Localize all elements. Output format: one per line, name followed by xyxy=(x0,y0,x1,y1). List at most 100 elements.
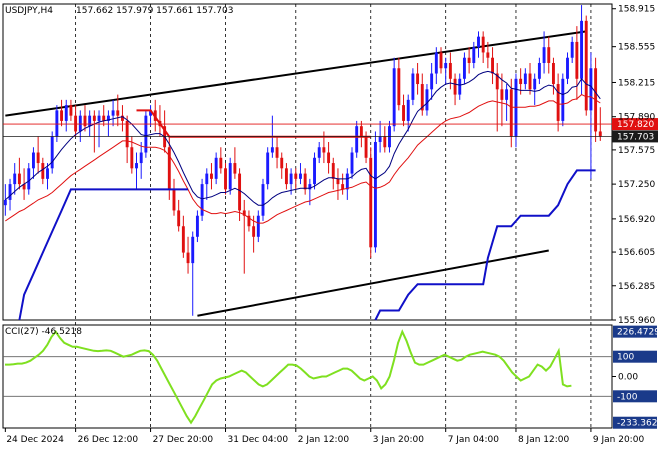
candle-body xyxy=(266,152,270,185)
price-tick-label: 157.250 xyxy=(618,180,655,190)
candle-body xyxy=(195,215,199,237)
candle-body xyxy=(509,89,513,137)
candle-body xyxy=(341,184,345,190)
candle-body xyxy=(242,210,246,216)
price-tick-label: 156.605 xyxy=(618,248,655,258)
candle-body xyxy=(299,173,302,179)
cci-tick-label: 100 xyxy=(617,353,634,363)
candle-body xyxy=(191,236,195,264)
main-frame xyxy=(2,3,613,321)
candle-body xyxy=(31,152,35,169)
candle-body xyxy=(505,89,509,100)
candle-body xyxy=(149,110,153,116)
candle-body xyxy=(350,152,354,174)
time-tick-label: 24 Dec 2024 xyxy=(6,435,64,445)
candle-body xyxy=(402,105,405,121)
candle-body xyxy=(177,210,181,227)
candle-body xyxy=(200,184,204,216)
cci-panel: 226.4729 100 0.00 -100 -233.3626 xyxy=(2,324,660,429)
cci-tick-box xyxy=(613,416,657,429)
candle-body xyxy=(41,163,45,179)
cci-line xyxy=(5,329,572,425)
candle-body xyxy=(106,115,110,121)
candle-body xyxy=(280,157,284,169)
candle-body xyxy=(472,47,476,63)
candle-body xyxy=(322,147,326,153)
candle-body xyxy=(121,115,124,121)
candle-body xyxy=(327,152,331,164)
candle-body xyxy=(533,78,537,90)
candle-body xyxy=(111,110,115,116)
candle-body xyxy=(167,147,171,190)
candle-body xyxy=(584,20,588,111)
candle-body xyxy=(55,110,59,137)
price-tag-box xyxy=(612,118,658,131)
candle-body xyxy=(74,115,78,132)
candle-body xyxy=(252,226,256,237)
blue-step-line xyxy=(18,188,188,321)
candle-body xyxy=(139,152,143,164)
candle-body xyxy=(303,173,307,190)
candle-body xyxy=(448,62,452,79)
time-tick-label: 27 Dec 20:00 xyxy=(153,435,214,445)
candle-body xyxy=(444,62,448,69)
candle-body xyxy=(523,73,527,85)
price-tag-box xyxy=(612,130,658,143)
trendline xyxy=(197,249,549,317)
cci-tick-box xyxy=(613,350,657,363)
candle-body xyxy=(69,105,73,116)
cci-tick-label: 226.4729 xyxy=(617,328,660,338)
candle-body xyxy=(369,157,373,248)
candle-body xyxy=(88,115,92,127)
candle-body xyxy=(383,136,387,148)
candle-body xyxy=(411,73,415,100)
candle-body xyxy=(261,184,265,216)
candle-body xyxy=(50,136,54,169)
candle-body xyxy=(102,115,106,121)
cci-tick-box xyxy=(613,325,657,338)
candle-body xyxy=(364,136,368,158)
candle-body xyxy=(580,20,584,79)
candle-body xyxy=(13,173,17,185)
candle-body xyxy=(537,62,541,79)
candle-body xyxy=(172,189,176,211)
price-tag-label: 157.703 xyxy=(617,132,654,142)
candle-body xyxy=(130,147,134,169)
candle-body xyxy=(453,78,457,95)
price-tick-label: 158.915 xyxy=(618,5,655,15)
ma-fast-line xyxy=(4,70,601,206)
candle-body xyxy=(528,73,532,90)
candle-body xyxy=(83,115,87,127)
candle-body xyxy=(97,115,101,121)
candle-body xyxy=(144,115,148,153)
time-tick-label: 3 Jan 20:00 xyxy=(373,435,425,445)
price-tick-label: 157.575 xyxy=(618,146,655,156)
main-plot-frame xyxy=(2,3,613,321)
candle-body xyxy=(566,57,569,79)
candle-body xyxy=(228,163,232,190)
candle-body xyxy=(224,168,227,190)
price-tick-label: 155.960 xyxy=(618,316,655,326)
candle-body xyxy=(238,173,242,211)
cci-tick-label: 0.00 xyxy=(618,373,638,383)
candles xyxy=(3,5,602,316)
time-tick-label: 9 Jan 20:00 xyxy=(593,435,645,445)
candle-body xyxy=(406,99,410,121)
candle-body xyxy=(284,168,288,185)
cci-tick-label: -100 xyxy=(617,392,638,402)
candle-body xyxy=(22,184,26,190)
candle-body xyxy=(186,252,190,264)
candle-body xyxy=(308,184,312,190)
candle-body xyxy=(378,136,382,142)
time-tick-label: 8 Jan 12:00 xyxy=(518,435,570,445)
candle-body xyxy=(495,73,499,90)
candle-body xyxy=(92,115,96,121)
candle-body xyxy=(355,126,359,153)
time-axis: 24 Dec 2024 26 Dec 12:00 27 Dec 20:00 31 De… xyxy=(4,428,645,445)
candle-body xyxy=(214,157,218,179)
candle-body xyxy=(467,57,471,63)
candle-body xyxy=(275,147,279,158)
candle-body xyxy=(294,173,298,179)
candle-body xyxy=(514,78,518,137)
candle-body xyxy=(331,163,335,179)
